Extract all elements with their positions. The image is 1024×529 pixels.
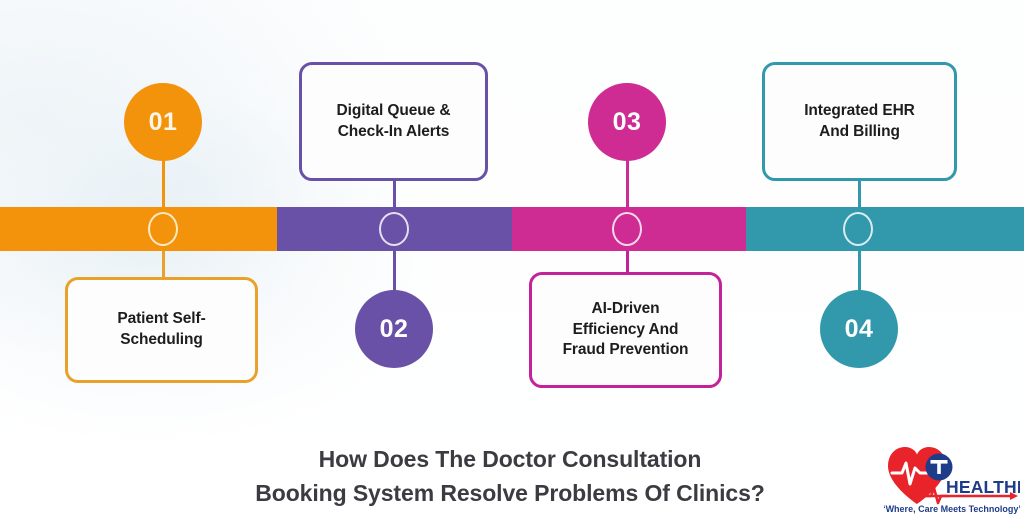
timeline-segment-2[interactable] [277, 207, 512, 251]
step-card-1[interactable]: Patient Self- Scheduling [65, 277, 258, 383]
step-card-1-line-2: Scheduling [120, 331, 203, 348]
milestone-ring-1 [148, 212, 178, 246]
step-number-2: 02 [379, 314, 409, 343]
timeline-segment-1[interactable] [0, 207, 277, 251]
milestone-ring-4 [843, 212, 873, 246]
timeline-bar [0, 207, 1024, 251]
step-card-3-line-3: Fraud Prevention [562, 341, 689, 359]
connector-segment-4-card [857, 170, 861, 214]
connector-segment-1-bubble [161, 118, 165, 213]
timeline-segment-3[interactable] [512, 207, 746, 251]
milestone-ring-2 [379, 212, 409, 246]
arrow-pulse-icon [923, 486, 950, 505]
arrow-icon [925, 492, 1018, 500]
logo-tagline: “Where, Care Meets Technology” [884, 504, 1020, 514]
ecg-pulse-icon [890, 461, 946, 486]
step-number-4: 04 [844, 314, 874, 343]
page-title-line-2: Booking System Resolve Problems Of Clini… [255, 480, 765, 507]
monogram-roundel [925, 453, 953, 481]
step-card-4-line-2: And Billing [819, 122, 900, 140]
connector-segment-3-bubble [625, 118, 629, 213]
step-number-1: 01 [148, 107, 178, 136]
page-title: How Does The Doctor Consultation Booking… [150, 442, 870, 510]
step-bubble-4[interactable]: 04 [820, 290, 898, 368]
connector-segment-3-card [625, 244, 629, 280]
connector-segment-2-bubble [392, 244, 396, 310]
connector-segment-1-card [161, 244, 165, 280]
connector-segment-2-card [392, 170, 396, 214]
connector-segment-4-bubble [857, 244, 861, 310]
step-card-4-line-1: Integrated EHR [804, 101, 915, 119]
step-card-3-text: AI-Driven Efficiency And Fraud Preventio… [563, 299, 689, 362]
logo-wordmark: HEALTHRAY [946, 477, 1020, 497]
step-card-1-line-1: Patient Self- [117, 310, 206, 328]
step-card-2[interactable]: Digital Queue & Check-In Alerts [299, 62, 488, 181]
step-bubble-2[interactable]: 02 [355, 290, 433, 368]
timeline-segment-4[interactable] [746, 207, 1024, 251]
step-card-3-line-2: Efficiency And [572, 320, 679, 338]
step-bubble-3[interactable]: 03 [588, 83, 666, 161]
step-card-3[interactable]: AI-Driven Efficiency And Fraud Preventio… [529, 272, 722, 388]
page-title-line-1: How Does The Doctor Consultation [318, 446, 702, 472]
step-card-2-text: Digital Queue & Check-In Alerts [337, 101, 451, 143]
step-card-4-text: Integrated EHR And Billing [804, 101, 915, 143]
milestone-ring-3 [612, 212, 642, 246]
healthray-logo[interactable]: HEALTHRAY “Where, Care Meets Technology” [884, 442, 1020, 518]
step-card-2-line-1: Digital Queue & [336, 101, 451, 119]
step-card-4[interactable]: Integrated EHR And Billing [762, 62, 957, 181]
step-card-2-line-2: Check-In Alerts [337, 122, 450, 140]
step-number-3: 03 [612, 107, 642, 136]
step-bubble-1[interactable]: 01 [124, 83, 202, 161]
step-card-1-text: Patient Self- Scheduling [117, 309, 205, 351]
step-card-3-line-1: AI-Driven [591, 299, 660, 317]
